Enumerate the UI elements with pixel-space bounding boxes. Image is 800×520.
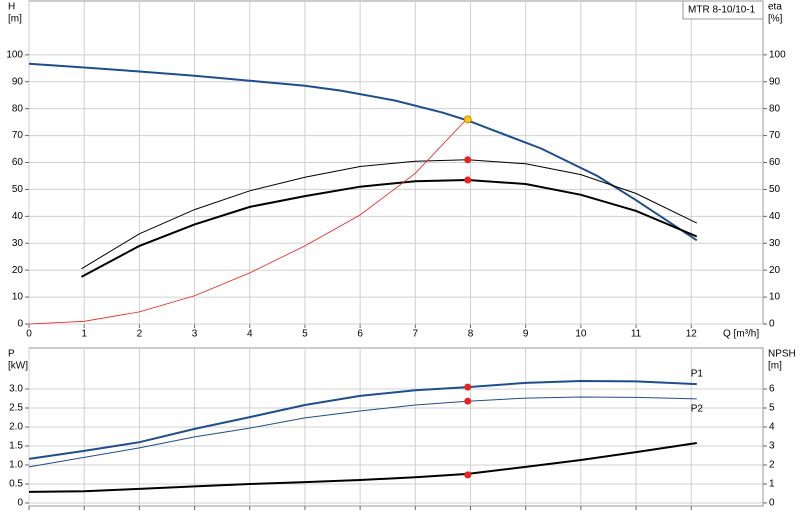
y-tick-label: 1.0 (9, 460, 23, 471)
y-tick-label: 80 (12, 103, 24, 114)
y2-tick-label: 1 (769, 479, 775, 490)
y-tick-label: 20 (12, 265, 24, 276)
x-tick-label: 3 (192, 329, 198, 340)
series-line (80, 178, 698, 278)
operating-point (463, 115, 472, 124)
series-line (28, 442, 697, 493)
x-tick-label: 8 (468, 329, 474, 340)
operating-point (464, 397, 472, 405)
y-tick-label: 90 (12, 76, 24, 87)
y2-axis-unit: [%] (768, 14, 783, 25)
y2-tick-label: 100 (769, 49, 786, 60)
series-line (81, 159, 698, 270)
x-tick-label: 10 (575, 329, 587, 340)
y2-tick-label: 0 (769, 498, 775, 509)
y2-tick-label: 2 (769, 460, 775, 471)
y-axis-label: H (8, 2, 15, 13)
operating-point (464, 156, 472, 164)
series-line (28, 117, 468, 325)
x-tick-label: 11 (631, 329, 642, 340)
x-tick-label: 7 (413, 329, 419, 340)
x-tick-label: 5 (302, 329, 308, 340)
y-tick-label: 50 (12, 184, 24, 195)
y2-tick-label: 3 (769, 441, 775, 452)
y-axis-unit: [kW] (8, 361, 28, 372)
annotation: MTR 8-10/10-1 (688, 5, 756, 16)
y2-axis-label: NPSH (768, 349, 796, 360)
operating-point (464, 383, 472, 391)
operating-point (464, 176, 472, 184)
y-tick-label: 2.5 (9, 403, 23, 414)
x-tick-label: 1 (81, 329, 87, 340)
y-axis-unit: [m] (8, 14, 22, 25)
series-line (28, 62, 698, 242)
y-tick-label: 2.0 (9, 422, 23, 433)
y2-axis-label: eta (768, 2, 782, 13)
x-tick-label: 9 (523, 329, 529, 340)
y2-tick-label: 90 (769, 76, 781, 87)
y-tick-label: 3.0 (9, 384, 23, 395)
y2-tick-label: 30 (769, 238, 781, 249)
x-axis-label: Q [m³/h] (723, 329, 759, 340)
y2-tick-label: 50 (769, 184, 781, 195)
annotation-box (682, 0, 764, 20)
y2-tick-label: 6 (769, 384, 775, 395)
x-tick-label: 2 (137, 329, 143, 340)
operating-point (464, 471, 472, 479)
y-tick-label: 0 (17, 498, 23, 509)
series-line (28, 396, 697, 468)
y2-tick-label: 80 (769, 103, 781, 114)
y-tick-label: 70 (12, 130, 24, 141)
series-label: P2 (691, 404, 704, 415)
x-tick-label: 4 (247, 329, 253, 340)
y2-axis-unit: [m] (768, 361, 782, 372)
y-tick-label: 40 (12, 211, 24, 222)
x-tick-label: 6 (357, 329, 363, 340)
x-tick-label: 12 (686, 329, 698, 340)
x-tick-label: 0 (26, 329, 32, 340)
y-axis-label: P (8, 349, 15, 360)
series-line (28, 379, 697, 460)
y-tick-label: 1.5 (9, 441, 23, 452)
y-tick-label: 0.5 (9, 479, 23, 490)
y-tick-label: 60 (12, 157, 24, 168)
y2-tick-label: 70 (769, 130, 781, 141)
y2-tick-label: 10 (769, 292, 781, 303)
y-tick-label: 30 (12, 238, 24, 249)
y-tick-label: 10 (12, 292, 24, 303)
y2-tick-label: 0 (769, 319, 775, 330)
y2-tick-label: 4 (769, 422, 775, 433)
y-tick-label: 100 (6, 49, 23, 60)
series-label: P1 (691, 369, 704, 380)
y-tick-label: 0 (17, 319, 23, 330)
y2-tick-label: 40 (769, 211, 781, 222)
y2-tick-label: 60 (769, 157, 781, 168)
y2-tick-label: 5 (769, 403, 775, 414)
y2-tick-label: 20 (769, 265, 781, 276)
